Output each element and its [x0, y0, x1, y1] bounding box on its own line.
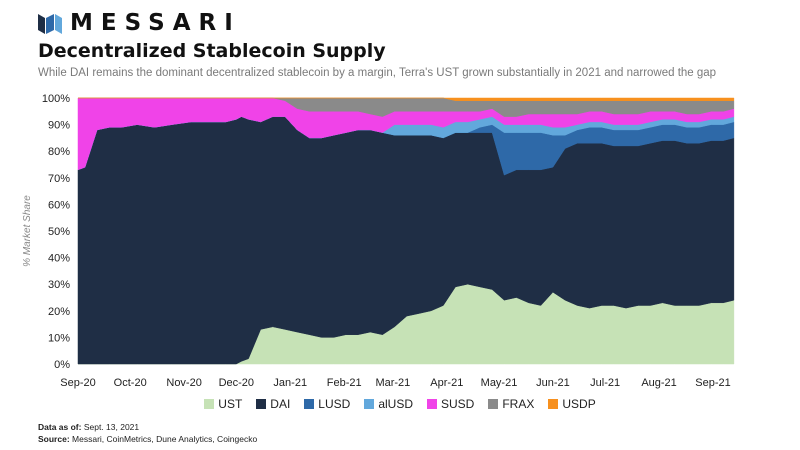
y-axis-label: % Market Share — [22, 195, 33, 267]
x-tick-label: Feb-21 — [327, 377, 362, 389]
x-tick-label: Sep-21 — [695, 377, 730, 389]
x-tick-label: Oct-20 — [114, 377, 147, 389]
y-tick-label: 30% — [48, 279, 70, 291]
legend-label: UST — [218, 397, 243, 411]
x-tick-label: Mar-21 — [375, 377, 410, 389]
y-tick-label: 80% — [48, 146, 70, 158]
legend-item-alusd: alUSD — [364, 397, 413, 411]
chart-legend: UST DAI LUSD alUSD SUSD FRAX USDP — [0, 397, 800, 411]
legend-item-ust: UST — [204, 397, 242, 411]
y-tick-label: 40% — [48, 253, 70, 265]
data-as-of-label: Data as of: — [38, 422, 82, 432]
legend-label: LUSD — [318, 397, 351, 411]
legend-label: alUSD — [378, 397, 413, 411]
y-tick-label: 10% — [48, 332, 70, 344]
source-label: Source: — [38, 434, 70, 444]
legend-swatch — [364, 399, 375, 409]
x-tick-label: Jul-21 — [590, 377, 620, 389]
messari-logo-icon — [38, 14, 62, 34]
legend-swatch — [548, 399, 559, 409]
footer-data-as-of: Data as of: Sept. 13, 2021 — [38, 422, 139, 432]
x-tick-label: Jun-21 — [536, 377, 570, 389]
x-tick-label: Nov-20 — [166, 377, 201, 389]
y-axis-ticks: 0% 10% 20% 30% 40% 50% 60% 70% 80% 90% 100% — [42, 93, 70, 371]
stacked-area-chart: 0% 10% 20% 30% 40% 50% 60% 70% 80% 90% 100% Sep-20… — [22, 93, 735, 389]
legend-swatch — [204, 399, 215, 409]
y-tick-label: 100% — [42, 93, 70, 105]
legend-swatch — [427, 399, 437, 409]
legend-label: FRAX — [502, 397, 535, 411]
y-tick-label: 50% — [48, 226, 70, 238]
y-tick-label: 70% — [48, 173, 70, 185]
legend-swatch — [488, 399, 499, 409]
legend-item-usdp: USDP — [548, 397, 596, 411]
legend-item-frax: FRAX — [488, 397, 534, 411]
page-title: Decentralized Stablecoin Supply — [38, 40, 386, 62]
x-tick-label: Aug-21 — [641, 377, 676, 389]
y-tick-label: 20% — [48, 306, 70, 318]
chart-areas — [77, 97, 735, 365]
x-tick-label: Jan-21 — [273, 377, 307, 389]
y-tick-label: 60% — [48, 199, 70, 211]
x-tick-label: Dec-20 — [219, 377, 254, 389]
x-tick-label: May-21 — [481, 377, 518, 389]
legend-item-susd: SUSD — [427, 397, 474, 411]
legend-swatch — [256, 399, 267, 409]
legend-label: USDP — [562, 397, 596, 411]
source-value: Messari, CoinMetrics, Dune Analytics, Co… — [72, 434, 258, 444]
x-axis-ticks: Sep-20 Oct-20 Nov-20 Dec-20 Jan-21 Feb-21 Mar-… — [60, 377, 730, 389]
brand-name: MESSARI — [70, 10, 241, 36]
legend-item-lusd: LUSD — [304, 397, 350, 411]
x-tick-label: Apr-21 — [430, 377, 463, 389]
footer-source: Source: Messari, CoinMetrics, Dune Analy… — [38, 434, 257, 444]
legend-item-dai: DAI — [256, 397, 290, 411]
data-as-of-value: Sept. 13, 2021 — [83, 422, 140, 432]
brand-logo: MESSARI — [38, 10, 241, 36]
page-subtitle: While DAI remains the dominant decentral… — [38, 67, 717, 79]
y-tick-label: 0% — [54, 359, 70, 371]
legend-label: DAI — [270, 397, 291, 411]
y-tick-label: 90% — [48, 120, 70, 132]
area-usdp — [78, 97, 735, 101]
x-tick-label: Sep-20 — [60, 377, 95, 389]
legend-label: SUSD — [441, 397, 475, 411]
legend-swatch — [304, 399, 315, 409]
